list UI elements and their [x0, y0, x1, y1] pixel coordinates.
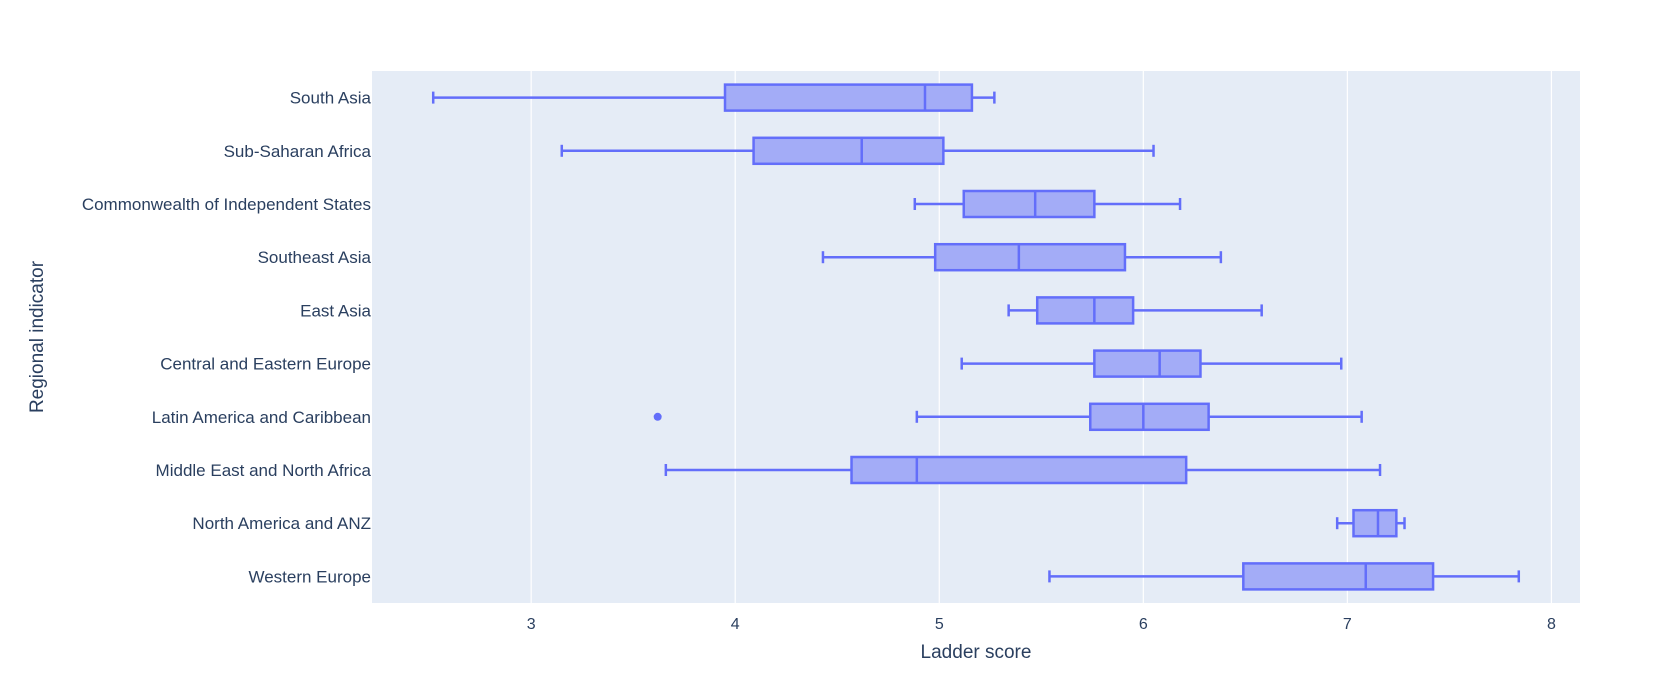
box-iqr — [1035, 296, 1135, 325]
box-group — [664, 455, 1382, 485]
box-group — [560, 136, 1155, 166]
box-group — [913, 189, 1182, 219]
outlier-point — [653, 412, 662, 421]
box-group — [1048, 562, 1521, 591]
x-tick-label: 3 — [527, 616, 536, 633]
box-iqr — [1242, 562, 1435, 591]
box-group — [1007, 296, 1263, 325]
box-iqr — [1352, 508, 1398, 538]
y-category-label: Sub-Saharan Africa — [224, 142, 372, 161]
box-iqr — [752, 136, 945, 166]
box-iqr — [962, 189, 1096, 219]
box-group — [653, 402, 1363, 432]
box-iqr — [1093, 349, 1202, 378]
y-category-label: Commonwealth of Independent States — [82, 195, 371, 214]
x-tick-label: 6 — [1139, 616, 1148, 633]
y-axis-title: Regional indicator — [27, 260, 48, 413]
x-axis-title: Ladder score — [921, 642, 1032, 663]
box-group — [431, 83, 996, 112]
box-iqr — [933, 242, 1127, 272]
y-category-label: South Asia — [290, 89, 372, 108]
box-iqr — [1089, 402, 1210, 432]
box-group — [821, 242, 1223, 272]
y-category-label: North America and ANZ — [192, 514, 371, 533]
y-axis-categories: South Asia Sub-Saharan Africa Commonwealth… — [82, 89, 372, 587]
x-tick-label: 7 — [1343, 616, 1352, 633]
box-series — [431, 83, 1521, 591]
y-category-label: Western Europe — [248, 567, 371, 586]
box-iqr — [723, 83, 974, 112]
x-tick-label: 8 — [1547, 616, 1556, 633]
y-category-label: Southeast Asia — [258, 248, 372, 267]
box-iqr — [850, 455, 1188, 485]
box-group — [1335, 508, 1406, 538]
y-category-label: East Asia — [300, 301, 371, 320]
y-category-label: Middle East and North Africa — [156, 461, 372, 480]
x-tick-label: 5 — [935, 616, 944, 633]
y-category-label: Latin America and Caribbean — [152, 408, 371, 427]
x-tick-label: 4 — [731, 616, 740, 633]
y-category-label: Central and Eastern Europe — [160, 355, 371, 374]
box-group — [960, 349, 1343, 378]
x-axis-ticks: 3 4 5 6 7 8 — [527, 616, 1556, 633]
